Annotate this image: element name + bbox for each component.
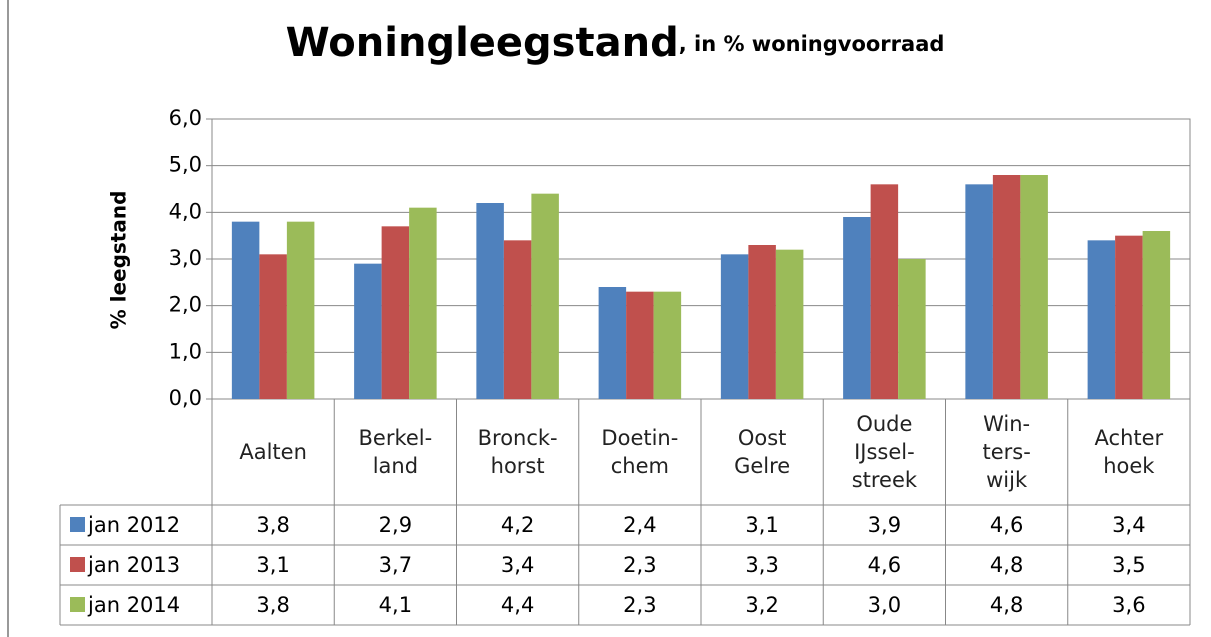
table-value: 3,7: [379, 553, 412, 577]
bar: [965, 184, 993, 399]
bar: [898, 259, 926, 399]
table-value: 4,4: [501, 593, 534, 617]
bar: [231, 221, 260, 399]
table-value: 2,9: [379, 513, 412, 537]
table-value: 4,6: [990, 513, 1023, 537]
bar: [626, 291, 654, 399]
bar: [653, 291, 682, 399]
x-tick-label: Bronck- horst: [477, 426, 558, 478]
bar: [354, 263, 382, 399]
legend-swatch: [70, 517, 85, 532]
bar: [1115, 235, 1143, 399]
table-value: 2,4: [623, 513, 656, 537]
chart-title-group: Woningleegstand, in % woningvoorraad: [286, 20, 945, 66]
table-value: 4,8: [990, 593, 1023, 617]
x-tick-label: Berkel- land: [358, 426, 433, 478]
y-tick-label: 5,0: [169, 153, 202, 177]
bar: [1087, 240, 1116, 399]
bar: [409, 207, 437, 399]
table-value: 3,4: [1112, 513, 1145, 537]
y-tick-label: 4,0: [169, 199, 202, 223]
table-value: 3,8: [256, 513, 289, 537]
table-value: 4,2: [501, 513, 534, 537]
bar: [531, 193, 559, 399]
bar: [381, 226, 410, 399]
bar: [720, 254, 749, 399]
legend-swatch: [70, 597, 85, 612]
legend-label: jan 2013: [87, 553, 180, 577]
chart-title: Woningleegstand: [286, 20, 679, 66]
bar: [503, 240, 532, 399]
bar: [1142, 231, 1171, 399]
bar: [598, 287, 627, 399]
bar: [1020, 175, 1048, 399]
table-value: 3,8: [256, 593, 289, 617]
table-value: 4,6: [868, 553, 901, 577]
x-tick-label: Achter hoek: [1094, 426, 1164, 478]
chart-subtitle: , in % woningvoorraad: [679, 32, 945, 56]
bar: [843, 217, 871, 399]
legend-label: jan 2014: [87, 593, 180, 617]
table-value: 3,3: [745, 553, 778, 577]
y-tick-label: 2,0: [169, 293, 202, 317]
legend-label: jan 2012: [87, 513, 180, 537]
table-value: 3,0: [868, 593, 901, 617]
bar: [870, 184, 899, 399]
bar: [748, 245, 776, 399]
bar: [992, 175, 1021, 399]
table-value: 4,8: [990, 553, 1023, 577]
bar: [775, 249, 804, 399]
table-value: 3,4: [501, 553, 534, 577]
y-tick-label: 6,0: [169, 106, 202, 130]
table-value: 3,5: [1112, 553, 1145, 577]
table-value: 3,1: [745, 513, 778, 537]
y-tick-label: 1,0: [169, 339, 202, 363]
x-tick-label: Win- ters- wijk: [982, 412, 1031, 492]
table-value: 3,2: [745, 593, 778, 617]
bar: [259, 254, 287, 399]
x-tick-label: Oude IJssel- streek: [851, 412, 918, 492]
table-value: 2,3: [623, 553, 656, 577]
table-value: 4,1: [379, 593, 412, 617]
x-tick-label: Doetin- chem: [601, 426, 679, 478]
y-tick-label: 3,0: [169, 246, 202, 270]
x-tick-label: Oost Gelre: [734, 426, 791, 478]
legend-swatch: [70, 557, 85, 572]
x-tick-label: Aalten: [239, 440, 307, 464]
y-axis-label: % leegstand: [107, 191, 131, 330]
y-tick-label: 0,0: [169, 386, 202, 410]
bar: [476, 203, 504, 399]
table-value: 3,6: [1112, 593, 1145, 617]
bar: [286, 221, 315, 399]
table-value: 2,3: [623, 593, 656, 617]
table-value: 3,9: [868, 513, 901, 537]
table-value: 3,1: [256, 553, 289, 577]
